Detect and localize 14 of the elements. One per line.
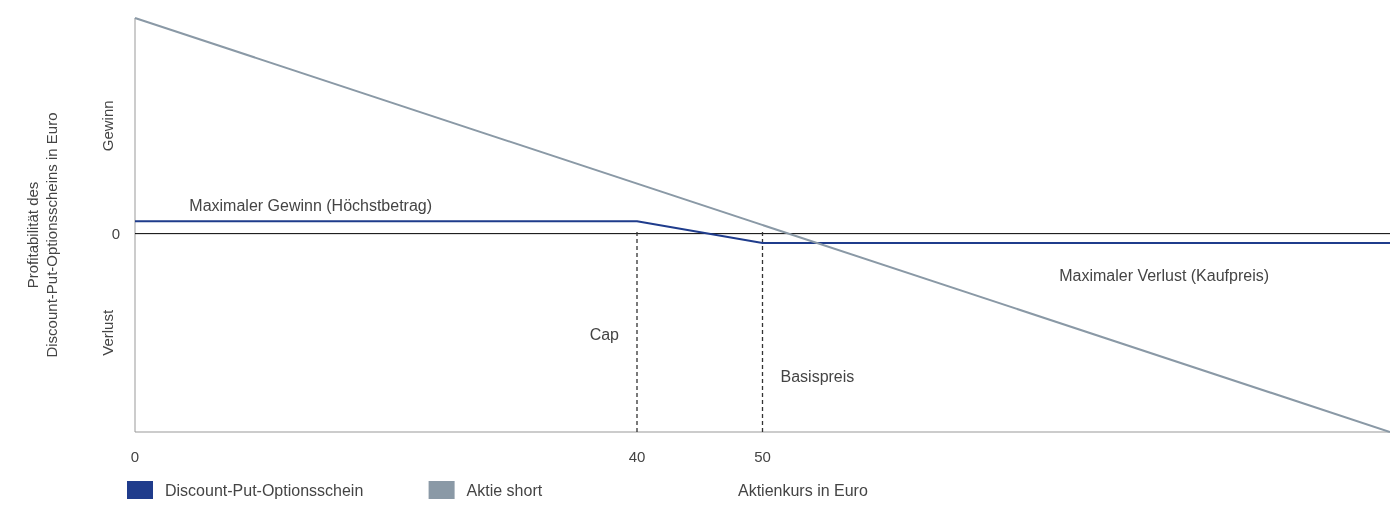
x-axis-title: Aktienkurs in Euro (738, 482, 868, 499)
legend-label: Discount-Put-Optionsschein (165, 482, 364, 499)
text: Verlust (99, 309, 116, 356)
legend-label: Aktie short (466, 482, 543, 499)
x-tick-label: 40 (628, 448, 646, 465)
x-tick-label: 50 (754, 448, 771, 465)
text: 0 (111, 224, 120, 242)
annotation: Maximaler Gewinn (Höchstbetrag) (189, 197, 433, 215)
ref-line-label: Cap (589, 326, 620, 343)
text: Gewinn (99, 100, 116, 152)
y-axis-title: Profitabilität des Discount-Put-Optionsscheins in Euro (24, 112, 60, 358)
ref-line-label: Basispreis (780, 368, 855, 385)
annotation: Maximaler Verlust (Kaufpreis) (1059, 266, 1270, 284)
x-tick-label: 0 (130, 448, 140, 465)
